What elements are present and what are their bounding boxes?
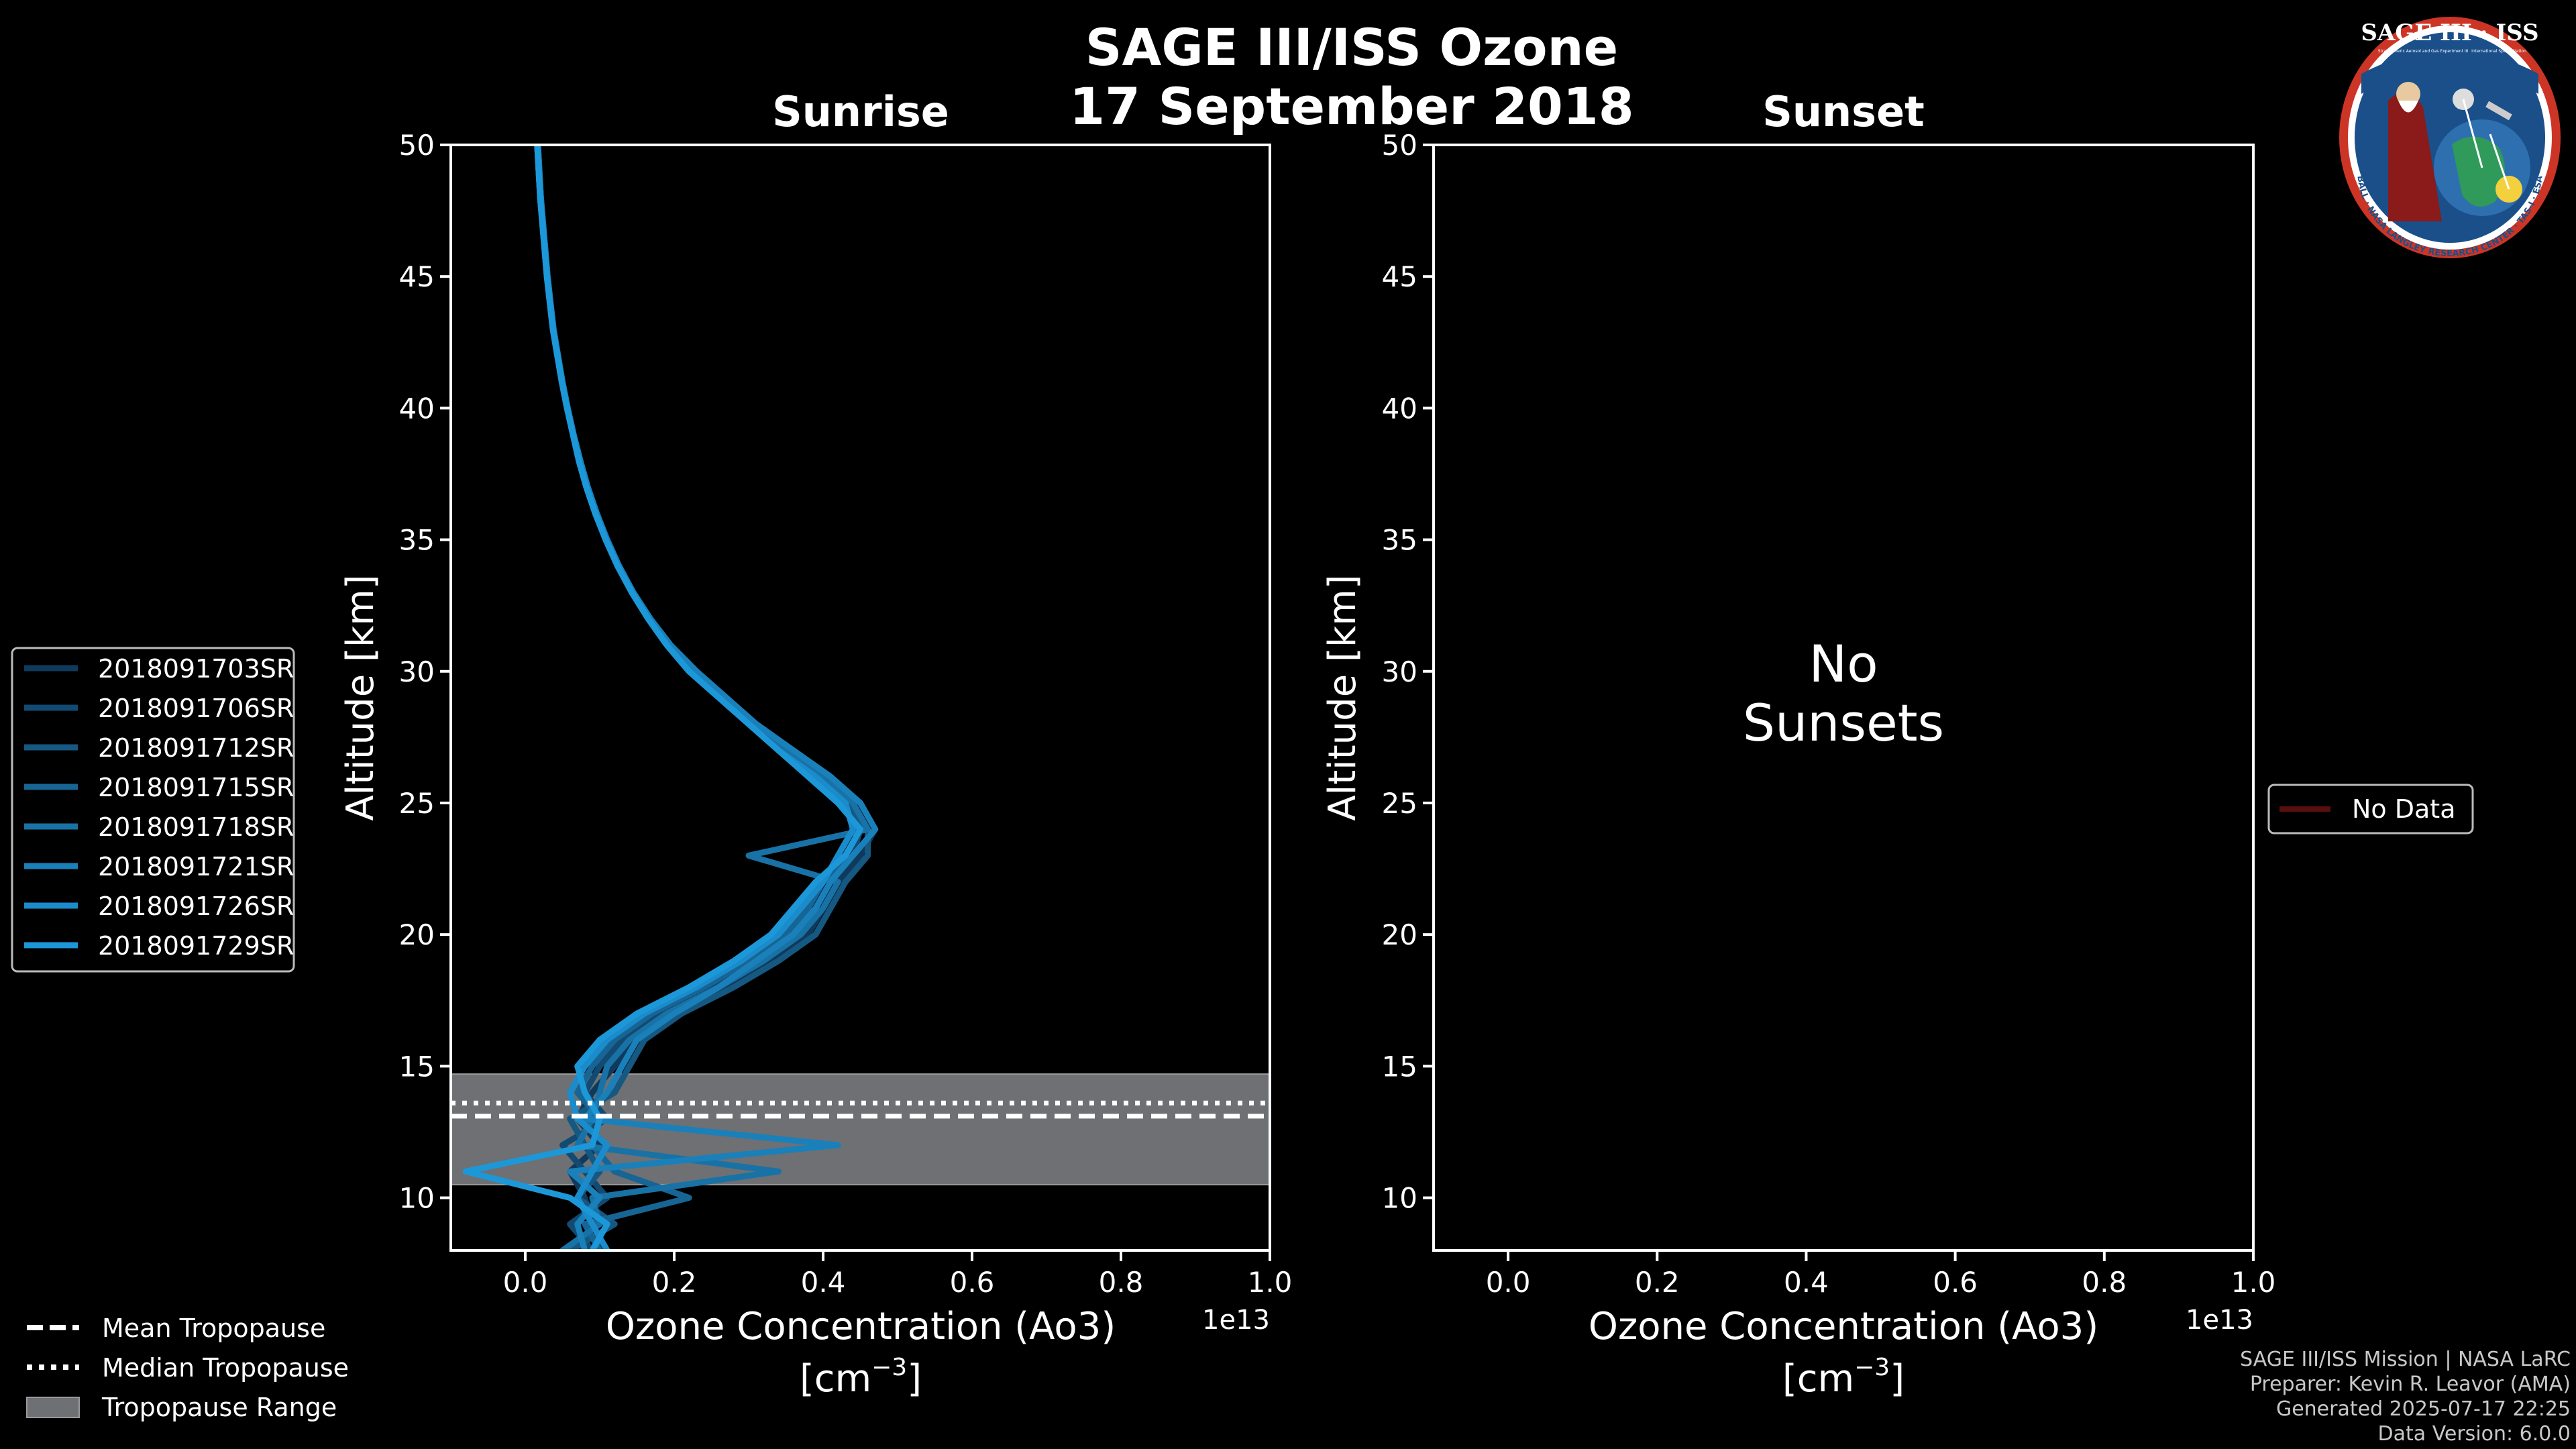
sunset-panel-title: Sunset — [1762, 87, 1925, 136]
sunset-no-data-line2: Sunsets — [1743, 693, 1944, 753]
no-data-legend-box — [2267, 784, 2474, 835]
sunset-xtick-label: 0.0 — [1486, 1266, 1531, 1299]
footer-preparer: Preparer: Kevin R. Leavor (AMA) — [2249, 1373, 2571, 1396]
sunrise-xtick-label: 0.8 — [1099, 1266, 1144, 1299]
tropopause-range-label: Tropopause Range — [101, 1393, 337, 1422]
legend-label-2018091703SR: 2018091703SR — [98, 654, 294, 684]
sunrise-xtick-label: 0.0 — [503, 1266, 548, 1299]
sunset-ytick-label: 30 — [1382, 655, 1417, 688]
logo-small-right: International Space Station — [2471, 49, 2526, 54]
legend-label-2018091726SR: 2018091726SR — [98, 892, 294, 921]
footer-generated: Generated 2025-07-17 22:25 — [2275, 1397, 2571, 1421]
sunrise-x-offset-label: 1e13 — [1202, 1305, 1270, 1336]
series-legend-box — [11, 647, 295, 973]
sunrise-xtick-label: 0.4 — [801, 1266, 846, 1299]
legend-label-2018091715SR: 2018091715SR — [98, 773, 294, 802]
legend-label-2018091706SR: 2018091706SR — [98, 694, 294, 723]
sunrise-ytick-label: 50 — [399, 129, 435, 162]
sunrise-ytick-label: 45 — [399, 260, 435, 293]
sage-iss-mission-patch-logo: SAGE III · ISS Stratospheric Aerosol and… — [2339, 17, 2561, 259]
sunrise-ytick-label: 15 — [399, 1050, 435, 1083]
sunset-ytick-label: 40 — [1382, 392, 1417, 425]
sunrise-xtick-label: 1.0 — [1248, 1266, 1293, 1299]
sunset-ytick-label: 50 — [1382, 129, 1417, 162]
sunrise-xlabel: Ozone Concentration (Ao3) — [606, 1305, 1116, 1348]
sunset-ylabel: Altitude [km] — [1321, 574, 1364, 820]
sunrise-ytick-label: 10 — [399, 1182, 435, 1215]
legend-label-2018091729SR: 2018091729SR — [98, 931, 294, 961]
sunset-xtick-label: 1.0 — [2231, 1266, 2276, 1299]
sunset-xlabel: Ozone Concentration (Ao3) — [1589, 1305, 2098, 1348]
sunrise-panel-title: Sunrise — [772, 87, 949, 136]
sunset-axes-frame — [1432, 144, 2255, 1252]
sunset-ytick-label: 20 — [1382, 918, 1417, 951]
sunset-ytick-label: 15 — [1382, 1050, 1417, 1083]
sunrise-xtick-label: 0.2 — [652, 1266, 697, 1299]
series-line-2018091729SR — [462, 145, 863, 1250]
sunset-no-data-line1: No — [1809, 634, 1878, 694]
sunset-ytick-label: 10 — [1382, 1182, 1417, 1215]
sunrise-xtick-label: 0.6 — [950, 1266, 995, 1299]
series-legend: 2018091703SR 2018091706SR 2018091712SR 2018… — [11, 647, 295, 973]
sunset-xtick-label: 0.6 — [1933, 1266, 1978, 1299]
footer-credits: SAGE III/ISS Mission | NASA LaRC Prepare… — [2240, 1347, 2571, 1446]
logo-top-text: SAGE III · ISS — [2361, 19, 2538, 46]
mean-tropopause-label: Mean Tropopause — [102, 1313, 325, 1343]
sunset-ytick-label: 25 — [1382, 787, 1417, 820]
median-tropopause-label: Median Tropopause — [102, 1353, 349, 1383]
sunrise-plot: 10 15 20 25 30 35 40 45 50 0.0 0.2 0.4 0.6 0.8 1.0 1e… — [339, 129, 1292, 1401]
no-data-label: No Data — [2352, 794, 2456, 824]
figure-title-line2: 17 September 2018 — [1069, 76, 1633, 136]
sunrise-ylabel: Altitude [km] — [339, 574, 382, 820]
sunset-xtick-label: 0.8 — [2082, 1266, 2127, 1299]
footer-mission: SAGE III/ISS Mission | NASA LaRC — [2240, 1348, 2571, 1371]
sunset-xtick-label: 0.4 — [1784, 1266, 1829, 1299]
sunrise-ytick-label: 40 — [399, 392, 435, 425]
legend-label-2018091718SR: 2018091718SR — [98, 812, 294, 842]
sunrise-ytick-label: 35 — [399, 524, 435, 557]
sunrise-ytick-label: 30 — [399, 655, 435, 688]
footer-data-version: Data Version: 6.0.0 — [2377, 1422, 2571, 1446]
sunset-xtick-label: 0.2 — [1635, 1266, 1680, 1299]
sunrise-ytick-label: 25 — [399, 787, 435, 820]
tropopause-range-swatch — [26, 1397, 80, 1418]
logo-small-left: Stratospheric Aerosol and Gas Experiment… — [2378, 49, 2469, 54]
no-data-legend: No Data — [2267, 784, 2474, 835]
legend-label-2018091712SR: 2018091712SR — [98, 733, 294, 763]
tropopause-legend: Mean Tropopause Median Tropopause Tropop… — [26, 1313, 349, 1422]
legend-label-2018091721SR: 2018091721SR — [98, 852, 294, 881]
sunrise-axes-frame — [449, 144, 1271, 1252]
sunrise-ytick-label: 20 — [399, 918, 435, 951]
sunset-plot: 10 15 20 25 30 35 40 45 50 0.0 0.2 0.4 0.6 0.8 1.0 No… — [1321, 129, 2275, 1401]
sunset-ytick-label: 35 — [1382, 524, 1417, 557]
figure-title-line1: SAGE III/ISS Ozone — [1085, 17, 1618, 77]
sunset-x-offset-label: 1e13 — [2186, 1305, 2253, 1336]
sunset-ytick-label: 45 — [1382, 260, 1417, 293]
